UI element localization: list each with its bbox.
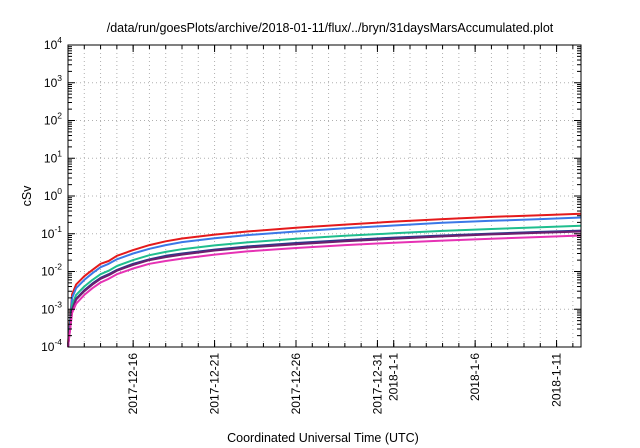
series-line-5	[67, 230, 582, 348]
x-tick-label: 2018-1-1	[387, 353, 401, 401]
series-line-6	[67, 234, 582, 348]
y-tick-label: 10-3	[41, 299, 62, 316]
series-line-4	[67, 229, 582, 348]
series-group	[67, 212, 582, 348]
grid	[68, 45, 581, 347]
series-line-2	[67, 216, 582, 348]
x-tick-label: 2018-1-11	[550, 353, 564, 407]
series-line-1	[67, 212, 582, 345]
y-tick-labels: 10-4 10-3 10-2 10-1 100 101 102 103 104	[41, 35, 62, 354]
y-tick-label: 101	[44, 148, 62, 165]
series-line-3	[67, 224, 582, 348]
x-tick-label: 2017-12-31	[370, 353, 384, 415]
x-tick-label: 2017-12-21	[208, 353, 222, 415]
ticks	[68, 44, 581, 348]
y-tick-label: 103	[44, 73, 62, 90]
y-tick-label: 10-2	[41, 262, 62, 279]
y-axis-label: cSv	[20, 185, 34, 207]
x-tick-label: 2018-1-6	[468, 353, 482, 401]
y-tick-label: 10-4	[41, 337, 62, 354]
x-axis-label: Coordinated Universal Time (UTC)	[227, 431, 419, 445]
x-tick-label: 2017-12-26	[289, 353, 303, 415]
x-tick-label: 2017-12-16	[126, 353, 140, 415]
y-tick-label: 104	[44, 35, 62, 52]
y-tick-label: 102	[44, 111, 62, 128]
x-tick-labels: 2017-12-16 2017-12-21 2017-12-26 2017-12-31…	[126, 353, 563, 415]
chart-title: /data/run/goesPlots/archive/2018-01-11/f…	[107, 21, 554, 35]
y-tick-label: 100	[44, 186, 62, 203]
y-tick-label: 10-1	[41, 224, 62, 241]
